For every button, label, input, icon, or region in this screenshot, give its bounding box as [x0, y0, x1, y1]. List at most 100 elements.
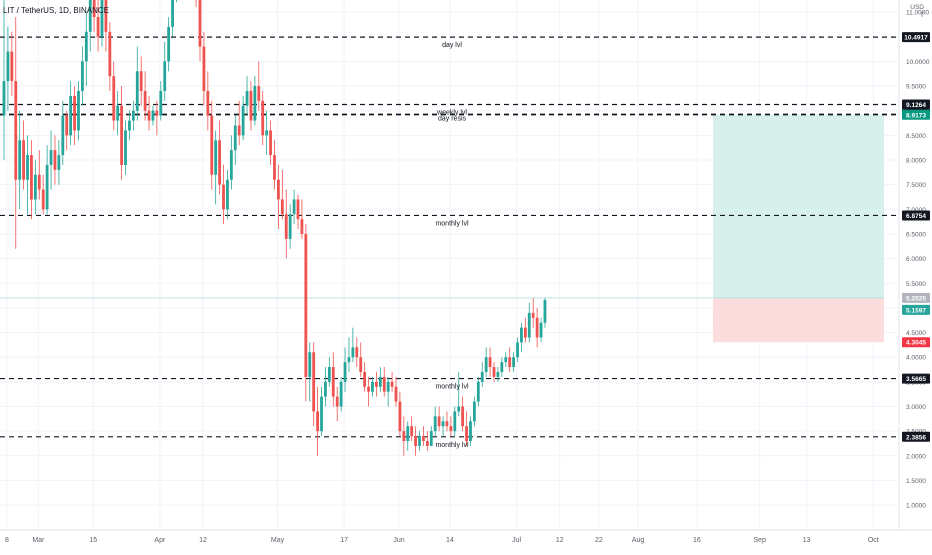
candle-up [339, 381, 343, 407]
time-tick-label: 14 [446, 537, 454, 544]
price-tick-label: 2.0000 [906, 453, 926, 460]
candle-down [304, 233, 308, 377]
candle-up [480, 371, 484, 382]
candle-down [53, 150, 57, 170]
candle-up [433, 416, 437, 432]
stop-price-tag-bg [902, 337, 930, 348]
candle-up [241, 105, 245, 136]
candle-down [257, 86, 261, 101]
level-price-tag-bg [902, 431, 930, 442]
candle-up [253, 86, 257, 121]
time-tick-label: 22 [595, 537, 603, 544]
level-price-tag: 2.3856 [906, 434, 926, 441]
time-tick-label: Jun [393, 537, 404, 544]
level-label: monthly lvl [435, 442, 469, 449]
candle-up [229, 150, 233, 180]
entry-price-tag: 5.2025 [906, 295, 926, 302]
candle-up [214, 140, 218, 175]
candle-up [116, 105, 120, 121]
candle-up [378, 376, 382, 387]
level-price-tag-bg [902, 99, 930, 110]
candle-up [57, 155, 61, 170]
annotations-layer: day lvl weekly lvl monthly lvl monthly lvl m… [435, 42, 469, 449]
candle-down [331, 367, 335, 397]
price-tags: 10.49179.12648.92966.87543.56652.38568.9… [902, 32, 930, 442]
price-tick-label: 10.0000 [906, 59, 930, 66]
candle-up [500, 362, 504, 372]
candle-down [206, 90, 210, 116]
candle-up [441, 421, 445, 427]
candle-up [81, 61, 84, 91]
candle-down [269, 130, 272, 156]
price-tick-label: 5.5000 [906, 281, 926, 288]
candle-down [273, 155, 276, 180]
symbol-title: LIT / TetherUS, 1D, BINANCE [3, 6, 109, 15]
level-price-tag-bg [902, 373, 930, 384]
target-zone [713, 114, 884, 298]
time-tick-label: Apr [154, 537, 166, 544]
candle-down [92, 0, 96, 18]
candle-down [147, 110, 151, 121]
candle-up [457, 406, 461, 412]
candle-up [100, 0, 104, 37]
currency-line-2: T [920, 12, 924, 19]
candle-down [488, 357, 492, 368]
candle-down [410, 426, 414, 437]
candle-up [131, 110, 135, 121]
candle-up [496, 371, 500, 377]
candle-up [324, 381, 327, 397]
candle-up [343, 362, 347, 382]
position-zones [0, 114, 884, 343]
level-price-tag: 10.4917 [904, 35, 928, 42]
candle-down [73, 95, 76, 131]
candle-down [284, 214, 288, 239]
time-tick-label: Jul [512, 537, 521, 544]
candle-down [237, 125, 241, 136]
candle-up [151, 110, 155, 121]
candle-up [49, 150, 53, 165]
candle-down [508, 357, 512, 368]
candle-up [386, 381, 390, 392]
candle-down [218, 140, 221, 185]
candle-up [512, 357, 515, 368]
candle-up [320, 396, 323, 432]
candle-down [202, 46, 206, 91]
candle-down [363, 371, 367, 387]
candle-down [41, 189, 45, 210]
price-tick-label: 8.5000 [906, 133, 926, 140]
candle-down [414, 436, 417, 446]
candle-down [139, 71, 143, 91]
time-tick-label: 17 [340, 537, 348, 544]
candle-down [312, 352, 316, 412]
candle-up [69, 95, 73, 136]
level-price-tag: 9.1264 [906, 102, 926, 109]
candles-layer [2, 0, 547, 456]
candle-up [484, 357, 488, 372]
candle-up [351, 347, 355, 358]
candle-down [37, 174, 41, 190]
candle-down [335, 396, 339, 407]
candle-down [10, 51, 14, 82]
candle-down [422, 436, 425, 442]
candle-up [308, 352, 312, 377]
current-price-tag-bg [902, 304, 930, 315]
time-tick-label: May [271, 537, 285, 544]
candle-down [437, 416, 441, 427]
candle-up [469, 421, 472, 442]
level-price-tag-bg [902, 32, 930, 43]
candle-up [159, 90, 163, 116]
candle-down [222, 184, 225, 210]
candle-down [300, 219, 304, 234]
candle-down [249, 90, 253, 121]
time-tick-label: Aug [632, 537, 645, 544]
candle-down [398, 401, 402, 432]
stop-zone [713, 297, 884, 343]
candle-up [84, 31, 88, 62]
candle-up [77, 90, 80, 131]
price-tick-label: 3.0000 [906, 404, 926, 411]
candle-down [14, 81, 18, 180]
candle-up [124, 130, 127, 165]
candle-up [45, 164, 49, 210]
